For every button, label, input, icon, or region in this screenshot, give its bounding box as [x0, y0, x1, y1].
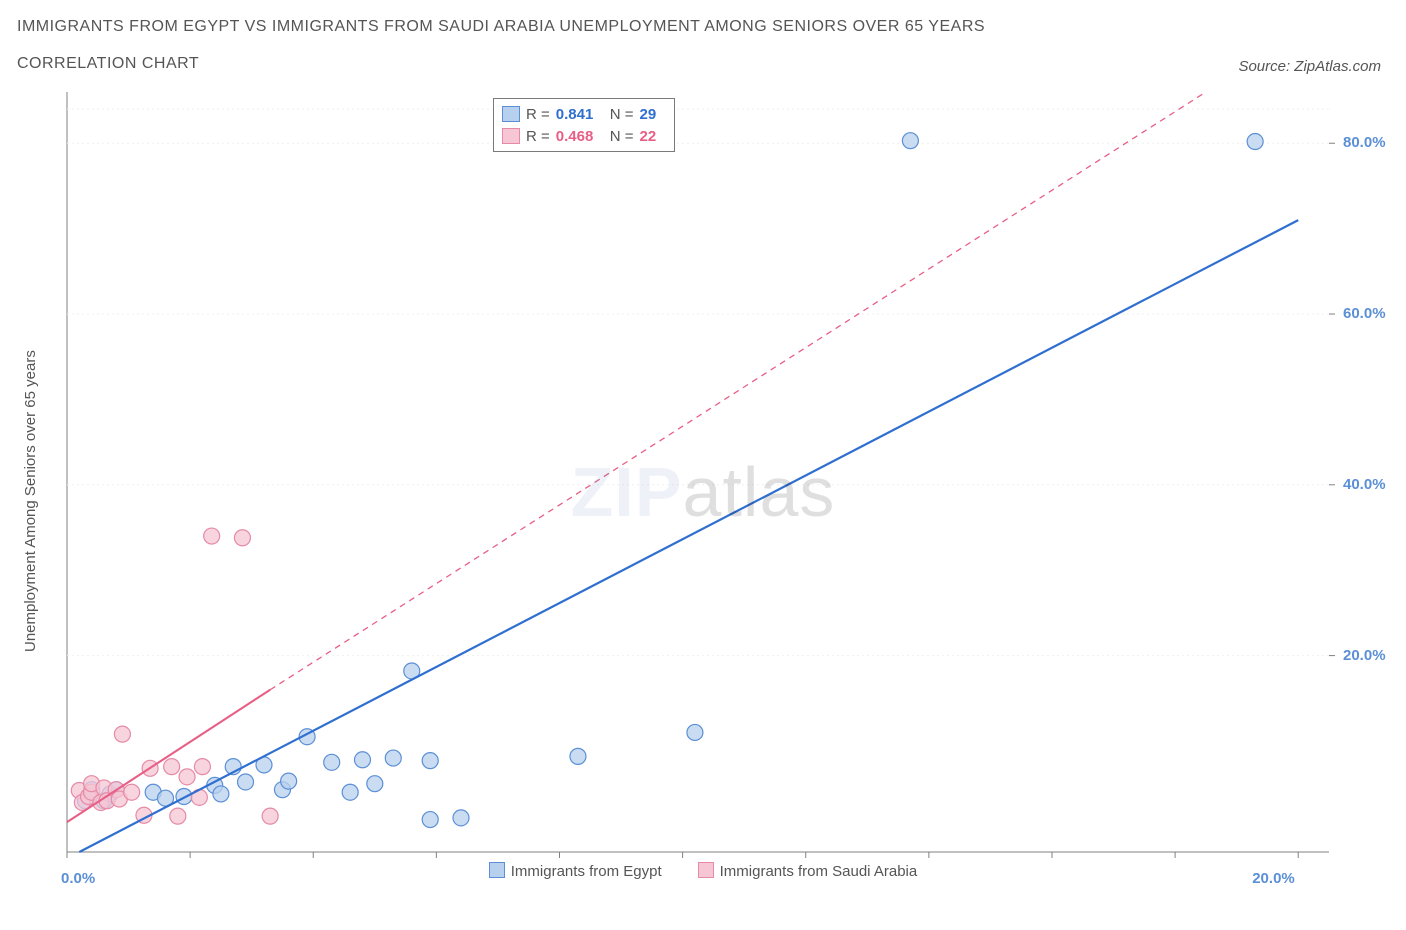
legend-label: Immigrants from Egypt — [511, 863, 662, 880]
legend-item: Immigrants from Egypt — [489, 863, 662, 880]
r-value: 0.841 — [556, 106, 604, 123]
series-legend: Immigrants from Egypt Immigrants from Sau… — [17, 862, 1389, 880]
stats-legend-row: R = 0.468 N = 22 — [502, 125, 664, 147]
chart-svg — [17, 92, 1389, 892]
legend-item: Immigrants from Saudi Arabia — [698, 863, 918, 880]
source-attribution: Source: ZipAtlas.com — [1238, 58, 1381, 75]
legend-swatch-icon — [698, 862, 714, 878]
y-axis-label: Unemployment Among Seniors over 65 years — [22, 350, 39, 652]
y-tick-label: 60.0% — [1343, 305, 1386, 322]
n-value: 29 — [640, 106, 664, 123]
chart-title-line1: IMMIGRANTS FROM EGYPT VS IMMIGRANTS FROM… — [17, 18, 985, 36]
n-label: N = — [610, 128, 634, 145]
legend-label: Immigrants from Saudi Arabia — [720, 863, 918, 880]
y-tick-label: 80.0% — [1343, 134, 1386, 151]
chart-title-line2: CORRELATION CHART — [17, 55, 199, 73]
n-label: N = — [610, 106, 634, 123]
legend-swatch-icon — [489, 862, 505, 878]
n-value: 22 — [640, 128, 664, 145]
correlation-chart: ZIPatlas Unemployment Among Seniors over… — [17, 92, 1389, 892]
legend-swatch-icon — [502, 128, 520, 144]
r-label: R = — [526, 106, 550, 123]
r-label: R = — [526, 128, 550, 145]
legend-swatch-icon — [502, 106, 520, 122]
y-tick-label: 40.0% — [1343, 476, 1386, 493]
stats-legend: R = 0.841 N = 29 R = 0.468 N = 22 — [493, 98, 675, 152]
stats-legend-row: R = 0.841 N = 29 — [502, 103, 664, 125]
r-value: 0.468 — [556, 128, 604, 145]
y-tick-label: 20.0% — [1343, 647, 1386, 664]
